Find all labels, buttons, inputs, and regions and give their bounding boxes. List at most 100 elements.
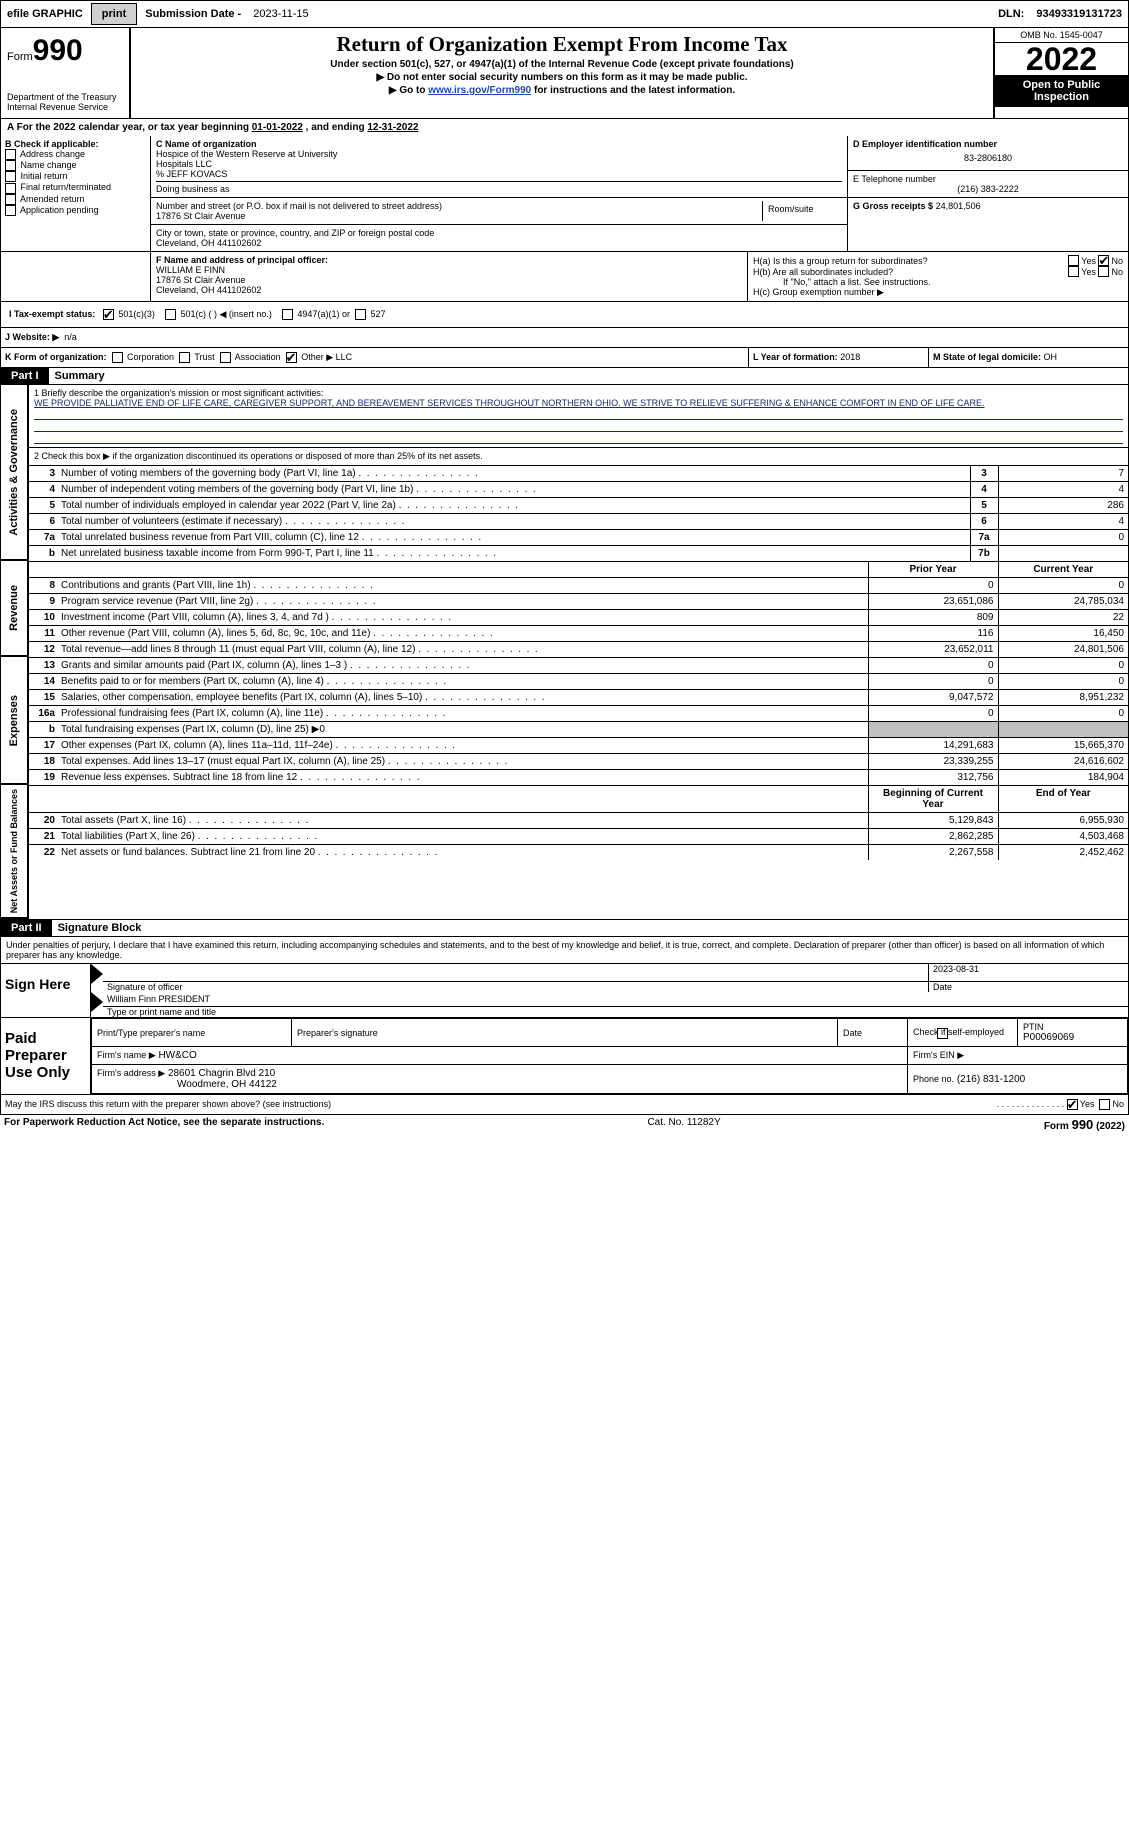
table-row: 22Net assets or fund balances. Subtract … [29,845,1128,861]
final-return-checkbox[interactable] [5,183,16,194]
year-formation: 2018 [840,352,860,362]
form-subtitle: Under section 501(c), 527, or 4947(a)(1)… [135,59,989,70]
address-change-checkbox[interactable] [5,149,16,160]
box-e-label: E Telephone number [853,174,1123,184]
rev-label: Revenue [6,581,22,635]
top-bar: efile GRAPHIC print Submission Date - 20… [0,0,1129,28]
net-assets-section: Net Assets or Fund Balances Beginning of… [0,785,1129,920]
table-row: 8Contributions and grants (Part VIII, li… [29,578,1128,594]
gov-label: Activities & Governance [6,405,22,540]
firm-name: HW&CO [158,1050,196,1061]
expenses-section: Expenses 13Grants and similar amounts pa… [0,657,1129,785]
501c3-checkbox[interactable] [103,309,114,320]
paid-preparer-label: Paid Preparer Use Only [1,1018,91,1094]
org-address: 17876 St Clair Avenue [156,211,762,221]
footer: For Paperwork Reduction Act Notice, see … [0,1115,1129,1134]
line2: 2 Check this box ▶ if the organization d… [29,448,1128,465]
527-checkbox[interactable] [355,309,366,320]
instruction-1: ▶ Do not enter social security numbers o… [135,72,989,83]
declaration: Under penalties of perjury, I declare th… [1,937,1128,964]
box-g-label: G Gross receipts $ [853,201,933,211]
state-domicile: OH [1044,352,1058,362]
org-name-1: Hospice of the Western Reserve at Univer… [156,149,842,159]
submission-date-label: Submission Date - [139,8,247,20]
officer-addr1: 17876 St Clair Avenue [156,275,742,285]
box-k-label: K Form of organization: [5,352,107,362]
name-change-checkbox[interactable] [5,160,16,171]
open-to-public: Open to Public Inspection [995,75,1128,107]
part-ii-header: Part II Signature Block [0,920,1129,937]
revenue-table: Prior YearCurrent Year 8Contributions an… [29,561,1128,657]
governance-section: Activities & Governance 1 Briefly descri… [0,385,1129,561]
org-city: Cleveland, OH 441102602 [156,238,842,248]
klm-row: K Form of organization: Corporation Trus… [0,348,1129,368]
ein-value: 83-2806180 [853,149,1123,167]
officer-name: WILLIAM E FINN [156,265,742,275]
table-row: 7aTotal unrelated business revenue from … [29,530,1128,546]
gross-receipts: 24,801,506 [936,201,981,211]
hb-yes-checkbox[interactable] [1068,266,1079,277]
mission-text: WE PROVIDE PALLIATIVE END OF LIFE CARE, … [34,398,1123,408]
net-label: Net Assets or Fund Balances [7,785,21,917]
website-value: n/a [64,332,77,343]
discuss-no-checkbox[interactable] [1099,1099,1110,1110]
4947-checkbox[interactable] [282,309,293,320]
corp-checkbox[interactable] [112,352,123,363]
type-name-label: Type or print name and title [103,1007,1128,1017]
ha-no-checkbox[interactable] [1098,255,1109,266]
sig-officer-label: Signature of officer [103,982,928,992]
table-row: 3Number of voting members of the governi… [29,466,1128,482]
footer-right: Form 990 (2022) [1044,1117,1125,1132]
irs-link[interactable]: www.irs.gov/Form990 [428,85,531,96]
box-i-label: I Tax-exempt status: [9,309,95,319]
self-employed-cell: Check if self-employed [908,1019,1018,1047]
sig-date: 2023-08-31 [928,964,1128,982]
phone-value: (216) 383-2222 [853,184,1123,194]
self-employed-checkbox[interactable] [937,1028,948,1039]
amended-return-checkbox[interactable] [5,194,16,205]
officer-name-sig: William Finn PRESIDENT [103,992,1128,1007]
ptin-cell: PTINP00069069 [1018,1019,1128,1047]
expenses-table: 13Grants and similar amounts paid (Part … [29,657,1128,785]
triangle-icon-2 [91,992,103,1012]
net-assets-table: Beginning of Current YearEnd of Year 20T… [29,785,1128,860]
table-row: 15Salaries, other compensation, employee… [29,690,1128,706]
paid-preparer-block: Paid Preparer Use Only Print/Type prepar… [0,1018,1129,1095]
box-d-label: D Employer identification number [853,139,1123,149]
initial-return-checkbox[interactable] [5,171,16,182]
assoc-checkbox[interactable] [220,352,231,363]
table-row: 5Total number of individuals employed in… [29,498,1128,514]
line1-intro: 1 Briefly describe the organization's mi… [34,388,1123,398]
box-hb-note: If "No," attach a list. See instructions… [753,277,1123,287]
table-row: bNet unrelated business taxable income f… [29,546,1128,562]
dba-label: Doing business as [156,181,842,194]
footer-left: For Paperwork Reduction Act Notice, see … [4,1117,324,1132]
triangle-icon [91,964,103,984]
firm-ein-label: Firm's EIN ▶ [913,1050,964,1060]
table-row: bTotal fundraising expenses (Part IX, co… [29,722,1128,738]
addr-label: Number and street (or P.O. box if mail i… [156,201,762,211]
submission-date: 2023-11-15 [247,8,314,20]
other-checkbox[interactable] [286,352,297,363]
prep-sig-cell: Preparer's signature [292,1019,838,1047]
table-row: 12Total revenue—add lines 8 through 11 (… [29,642,1128,658]
print-button[interactable]: print [91,3,137,25]
tax-exempt-row: I Tax-exempt status: 501(c)(3) 501(c) ( … [0,302,1129,328]
table-row: 17Other expenses (Part IX, column (A), l… [29,738,1128,754]
form-number: Form990 [7,34,123,68]
form-title: Return of Organization Exempt From Incom… [135,32,989,57]
efile-label: efile GRAPHIC [1,8,89,20]
table-row: 9Program service revenue (Part VIII, lin… [29,594,1128,610]
ha-yes-checkbox[interactable] [1068,255,1079,266]
org-name-3: % JEFF KOVACS [156,169,842,179]
hb-no-checkbox[interactable] [1098,266,1109,277]
city-label: City or town, state or province, country… [156,228,842,238]
prep-date-cell: Date [838,1019,908,1047]
501c-checkbox[interactable] [165,309,176,320]
discuss-yes-checkbox[interactable] [1067,1099,1078,1110]
table-row: 14Benefits paid to or for members (Part … [29,674,1128,690]
trust-checkbox[interactable] [179,352,190,363]
table-row: 11Other revenue (Part VIII, column (A), … [29,626,1128,642]
application-pending-checkbox[interactable] [5,205,16,216]
table-row: 20Total assets (Part X, line 16) . . . .… [29,813,1128,829]
